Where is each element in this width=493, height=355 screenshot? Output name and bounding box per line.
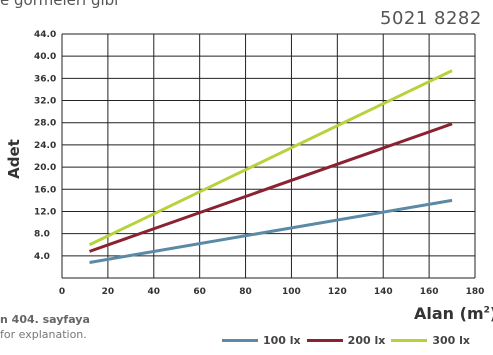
x-tick-label: 40 <box>148 287 161 297</box>
y-tick-label: 16.0 <box>34 185 56 195</box>
x-tick-label: 120 <box>328 287 347 297</box>
chart-series <box>88 69 453 264</box>
x-tick-label: 0 <box>59 287 65 297</box>
y-tick-label: 36.0 <box>34 74 56 84</box>
legend-item: 100 lx <box>222 334 301 347</box>
y-tick-label: 4.0 <box>34 252 50 262</box>
product-code: 5021 8282 <box>380 8 482 29</box>
y-axis-label: Adet <box>4 139 23 179</box>
page-reference-note: n 404. sayfaya <box>0 313 90 326</box>
legend-item: 200 lx <box>306 334 386 347</box>
x-tick-label: 160 <box>420 287 439 297</box>
legend-swatch <box>306 339 343 342</box>
x-axis-label-close: ) <box>490 304 493 323</box>
x-tick-label: 80 <box>239 287 252 297</box>
y-tick-label: 28.0 <box>34 119 56 129</box>
chart-legend: 100 lx 200 lx 300 lx <box>222 334 476 347</box>
x-axis-label-text: Alan (m <box>414 304 484 323</box>
series-line <box>88 69 453 247</box>
x-tick-label: 100 <box>282 287 301 297</box>
legend-swatch <box>222 339 258 342</box>
y-tick-label: 44.0 <box>34 30 56 40</box>
x-tick-label: 60 <box>193 287 206 297</box>
chart-ticks: 4.0 8.0 12.0 16.0 20.0 24.0 28.0 32.0 36.0 40.0 44… <box>34 30 484 297</box>
legend-swatch <box>391 339 428 342</box>
y-tick-label: 8.0 <box>34 230 50 240</box>
x-tick-label: 180 <box>466 287 485 297</box>
x-tick-label: 20 <box>102 287 115 297</box>
legend-label: 200 lx <box>347 334 386 347</box>
legend-label: 100 lx <box>263 334 301 347</box>
chart-grid <box>61 33 476 279</box>
x-axis-label: Alan (m2) <box>414 304 493 323</box>
y-tick-label: 40.0 <box>34 52 56 62</box>
y-tick-label: 24.0 <box>34 141 56 151</box>
clipped-header-text: e görmeleri gibi <box>0 0 119 9</box>
legend-label: 300 lx <box>432 334 471 347</box>
x-tick-label: 140 <box>374 287 393 297</box>
y-tick-label: 12.0 <box>34 207 56 217</box>
legend-item: 300 lx <box>391 334 470 347</box>
series-line <box>89 122 453 253</box>
x-axis-label-superscript: 2 <box>483 305 490 316</box>
explanation-note: for explanation. <box>0 328 87 341</box>
y-tick-label: 32.0 <box>34 97 56 107</box>
series-line <box>89 198 453 264</box>
y-tick-label: 20.0 <box>34 163 56 173</box>
